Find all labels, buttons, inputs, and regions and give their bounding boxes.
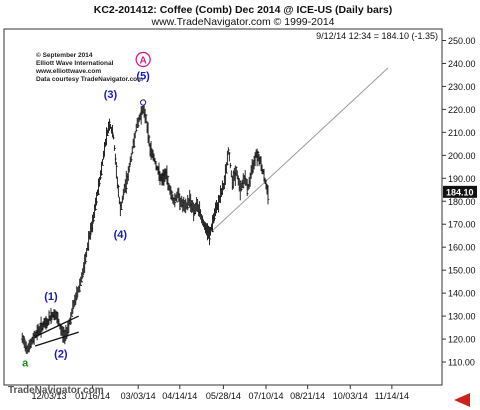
circle-a-label: A xyxy=(140,55,147,66)
y-tick-label: 140.00 xyxy=(448,289,476,299)
wave-label: (3) xyxy=(104,89,118,101)
credit-line: Elliott Wave International xyxy=(36,60,114,67)
y-tick-label: 160.00 xyxy=(448,243,476,253)
wave-label: a xyxy=(22,358,29,370)
last-price-box xyxy=(443,185,477,198)
scroll-right-arrow-icon[interactable] xyxy=(454,393,470,407)
y-tick-label: 110.00 xyxy=(448,358,475,368)
y-tick-label: 180.00 xyxy=(448,197,476,207)
y-tick-label: 120.00 xyxy=(448,335,476,345)
x-tick-label: 01/16/14 xyxy=(75,391,110,401)
credit-line: Data courtesy TradeNavigator.com xyxy=(36,76,143,83)
plot-frame xyxy=(3,28,443,386)
x-tick-label: 07/10/14 xyxy=(248,391,283,401)
y-tick-label: 250.00 xyxy=(448,36,476,46)
wave-label: (5) xyxy=(136,71,150,83)
y-tick-label: 240.00 xyxy=(448,59,476,69)
price-quote: 9/12/14 12:34 = 184.10 (-1.35) xyxy=(316,31,438,41)
chart-title: KC2-201412: Coffee (Comb) Dec 2014 @ ICE… xyxy=(94,4,393,16)
y-tick-label: 130.00 xyxy=(448,312,476,322)
y-tick-label: 200.00 xyxy=(448,151,476,161)
credit-line: © September 2014 xyxy=(36,51,93,59)
y-tick-label: 170.00 xyxy=(448,220,476,230)
x-tick-label: 05/28/14 xyxy=(206,391,241,401)
credit-line: www.elliottwave.com xyxy=(35,68,101,75)
channel-line xyxy=(34,315,80,338)
wave-label: (1) xyxy=(44,291,58,303)
y-tick-label: 150.00 xyxy=(448,266,476,276)
x-tick-label: 08/21/14 xyxy=(290,391,325,401)
x-tick-label: 12/03/13 xyxy=(31,391,66,401)
circle-a-ring xyxy=(135,51,151,68)
y-tick-label: 210.00 xyxy=(448,128,476,138)
x-tick-label: 11/14/14 xyxy=(375,391,409,401)
chart-subtitle: www.TradeNavigator.com © 1999-2014 xyxy=(150,16,334,28)
peak-marker xyxy=(140,99,147,106)
y-tick-label: 190.00 xyxy=(448,174,476,184)
trendline xyxy=(209,67,389,234)
channel-line xyxy=(34,331,79,347)
y-tick-label: 230.00 xyxy=(448,82,476,92)
last-price-label: 184.10 xyxy=(446,187,474,197)
x-tick-label: 03/03/14 xyxy=(121,391,156,401)
x-tick-label: 04/14/14 xyxy=(162,391,197,401)
wave-label: (2) xyxy=(54,348,68,360)
x-tick-label: 10/03/14 xyxy=(333,391,368,401)
watermark: TradeNavigator.com xyxy=(8,385,104,396)
y-tick-label: 220.00 xyxy=(448,105,476,115)
wave-label: (4) xyxy=(114,229,128,241)
